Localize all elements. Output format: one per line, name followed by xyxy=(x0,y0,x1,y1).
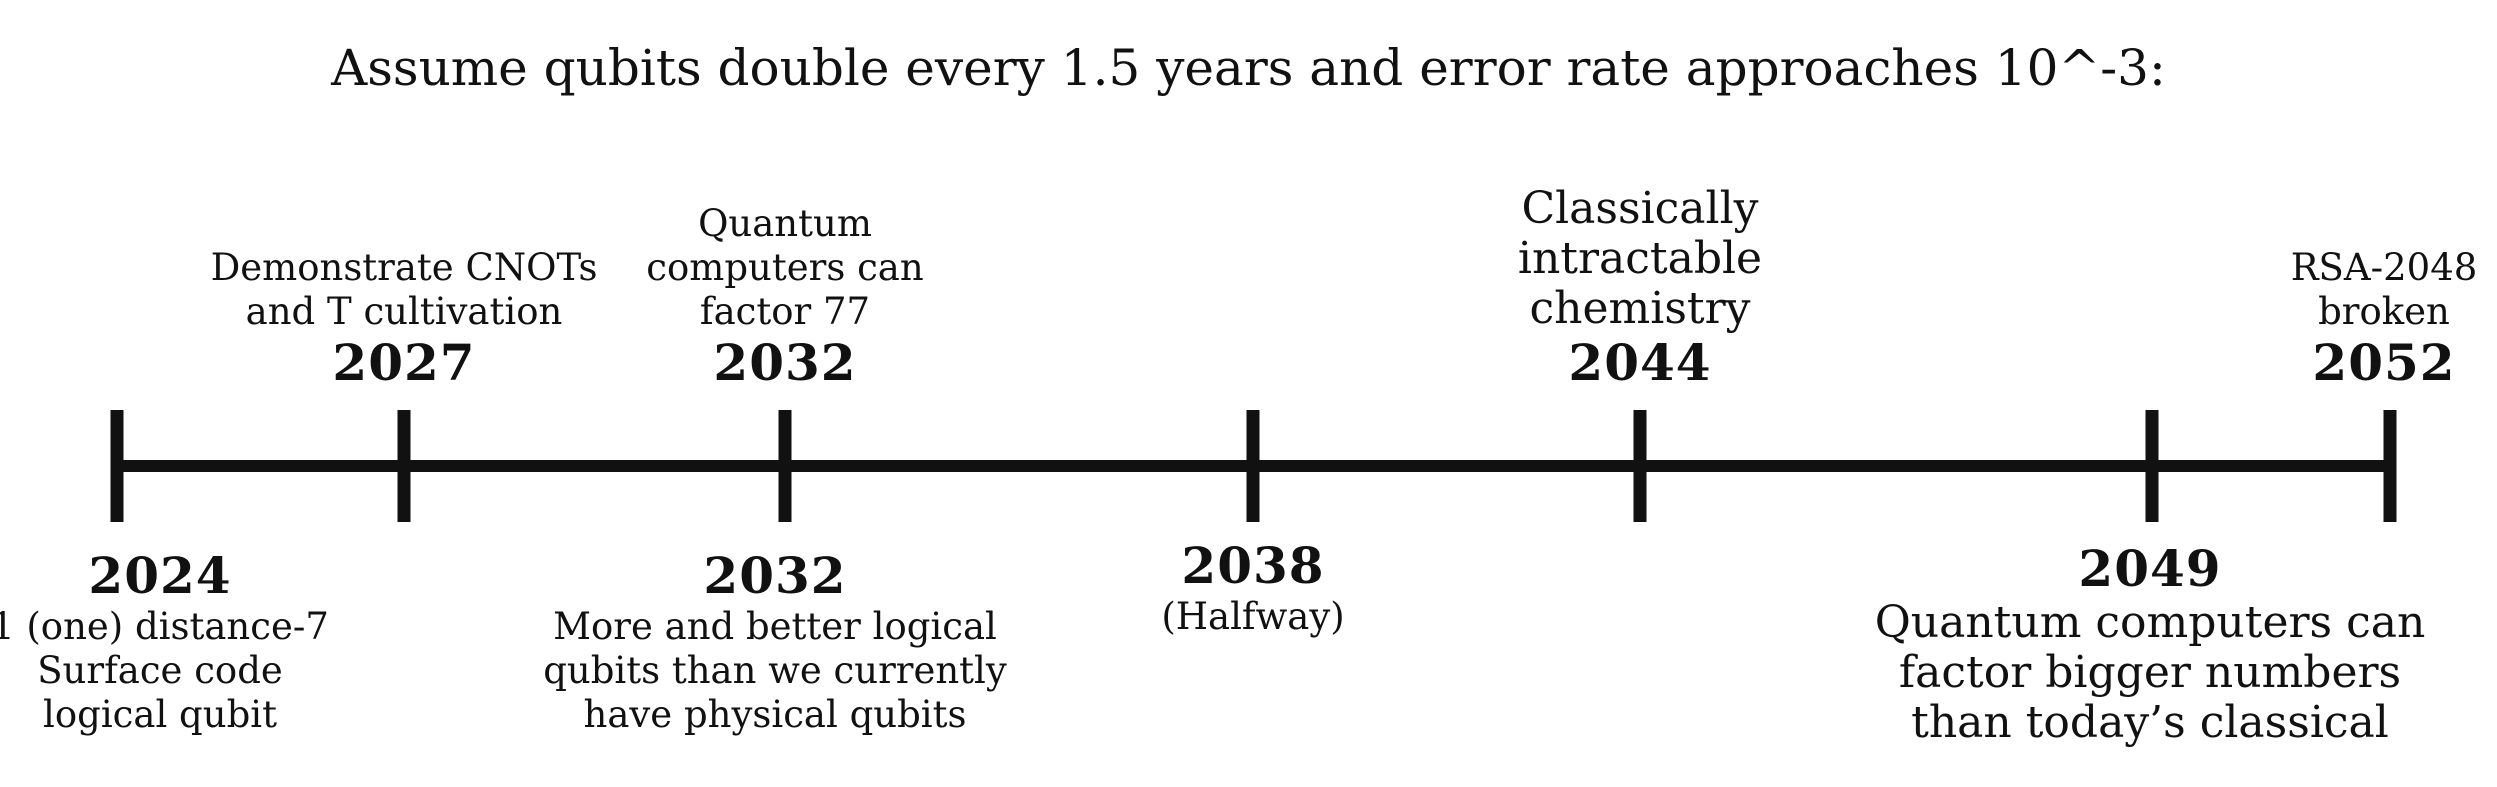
diagram-title: Assume qubits double every 1.5 years and… xyxy=(331,39,2166,97)
event-2024: 2024 1 (one) distance-7 Surface code log… xyxy=(0,547,329,737)
event-2027: Demonstrate CNOTs and T cultivation 2027 xyxy=(211,246,598,392)
event-desc-line: intractable xyxy=(1517,233,1763,284)
tick-2044 xyxy=(1633,410,1647,522)
event-desc-line: Classically xyxy=(1521,183,1759,234)
tick-2024 xyxy=(110,410,124,522)
event-year: 2032 xyxy=(713,333,857,392)
event-2049: 2049 Quantum computers can factor bigger… xyxy=(1875,540,2426,748)
event-2052: RSA-2048 broken 2052 xyxy=(2291,246,2478,392)
event-desc-line: More and better logical xyxy=(553,605,997,648)
tick-2052 xyxy=(2383,410,2397,522)
tick-2027 xyxy=(397,410,411,522)
event-desc-line: broken xyxy=(2318,290,2450,333)
event-desc-line: than today’s classical xyxy=(1911,697,2389,748)
event-year: 2052 xyxy=(2312,333,2456,392)
event-2032-below: 2032 More and better logical qubits than… xyxy=(543,547,1007,737)
tick-2049 xyxy=(2145,410,2159,522)
event-desc-line: Quantum xyxy=(698,202,872,245)
event-desc-line: chemistry xyxy=(1529,283,1751,334)
event-2032-above: Quantum computers can factor 77 2032 xyxy=(646,202,923,392)
event-desc-line: logical qubit xyxy=(43,693,277,736)
event-2044: Classically intractable chemistry 2044 xyxy=(1518,184,1762,392)
event-desc-line: factor 77 xyxy=(699,290,871,333)
event-desc-line: Surface code xyxy=(37,649,283,692)
tick-2038 xyxy=(1246,410,1260,522)
event-desc-line: Demonstrate CNOTs xyxy=(210,246,598,289)
event-desc-line: 1 (one) distance-7 xyxy=(0,605,329,648)
event-year: 2024 xyxy=(88,546,232,605)
event-desc-line: and T cultivation xyxy=(245,290,563,333)
event-desc-line: RSA-2048 xyxy=(2290,246,2478,289)
event-desc-line: (Halfway) xyxy=(1161,595,1345,638)
event-desc-line: computers can xyxy=(646,246,924,289)
event-desc-line: factor bigger numbers xyxy=(1898,647,2402,698)
event-2038: 2038 (Halfway) xyxy=(1161,537,1344,639)
event-year: 2027 xyxy=(332,333,476,392)
event-desc-line: have physical qubits xyxy=(583,693,967,736)
event-desc-line: qubits than we currently xyxy=(543,649,1007,692)
tick-2032 xyxy=(778,410,792,522)
event-desc-line: Quantum computers can xyxy=(1874,597,2426,648)
event-year: 2044 xyxy=(1568,333,1712,392)
event-year: 2049 xyxy=(2078,539,2222,598)
event-year: 2038 xyxy=(1181,536,1325,595)
event-year: 2032 xyxy=(703,546,847,605)
